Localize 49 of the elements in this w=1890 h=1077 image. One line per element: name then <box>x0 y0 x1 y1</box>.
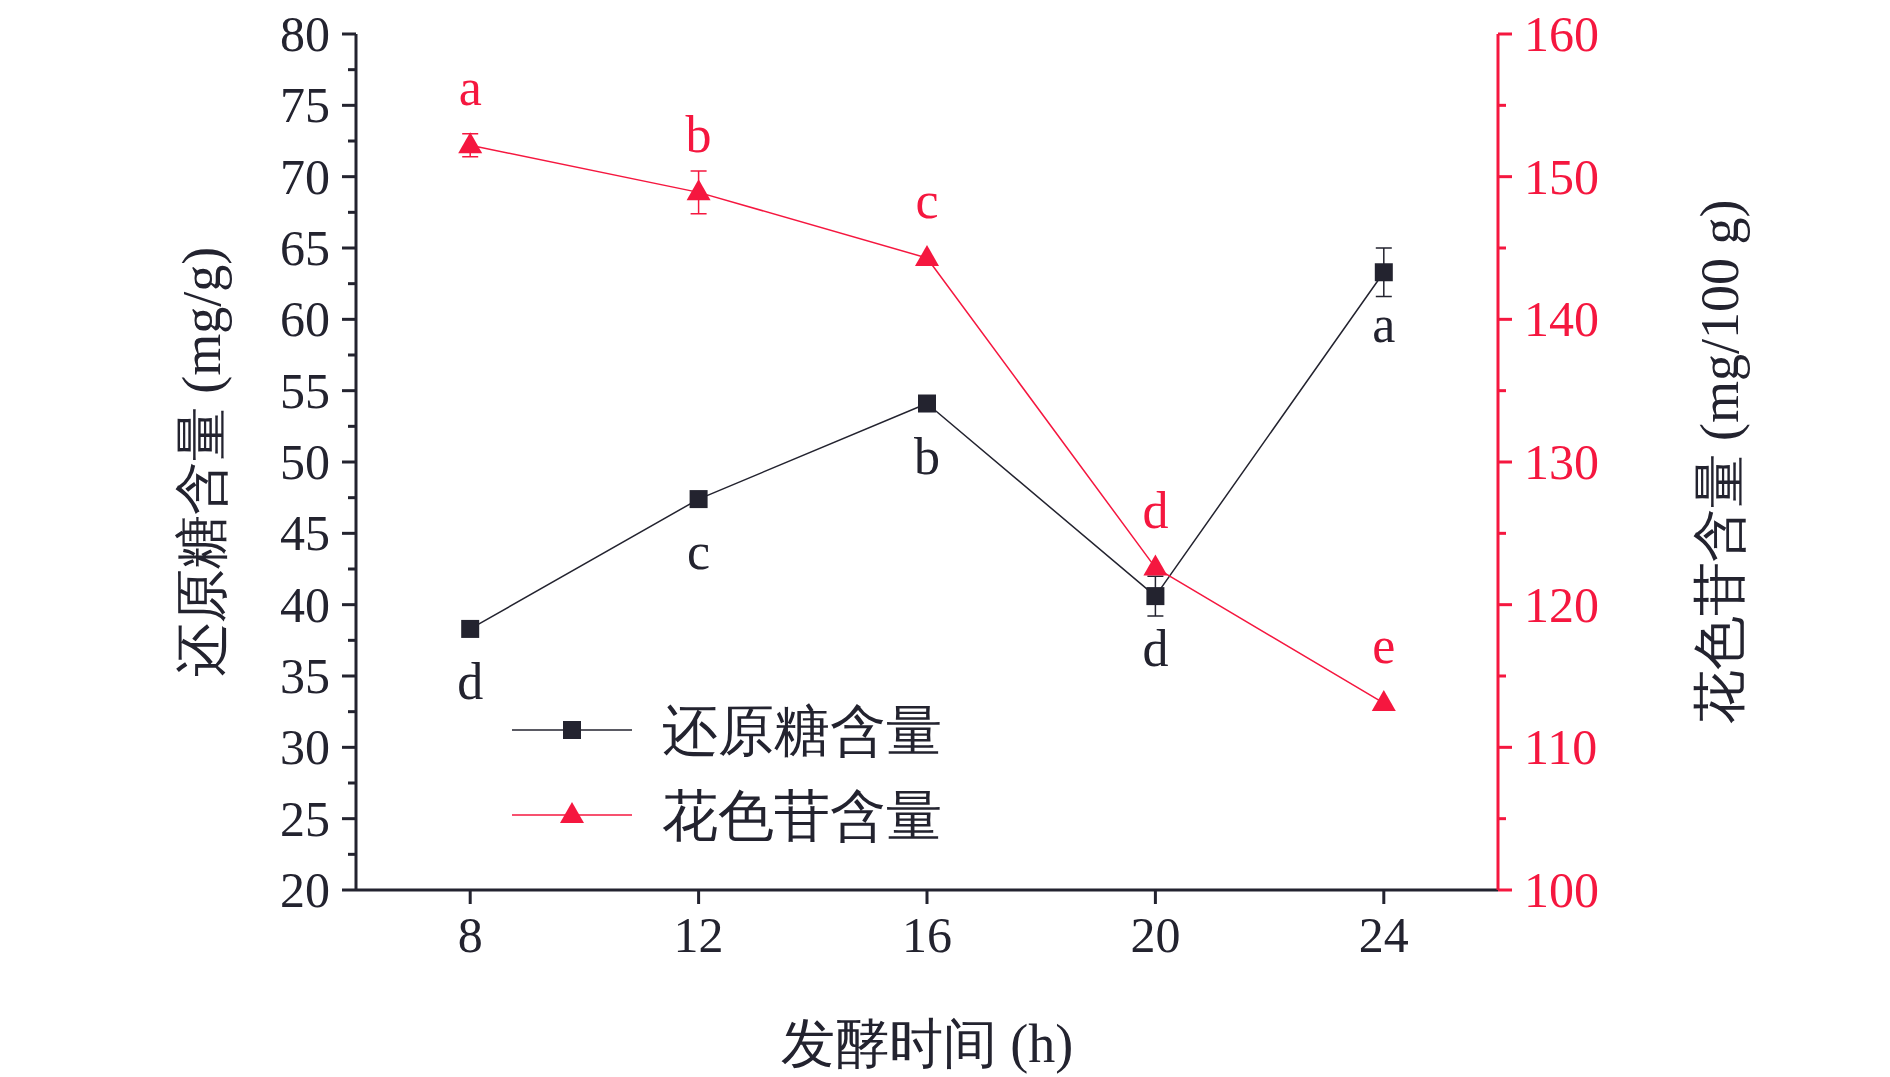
data-label: e <box>1372 617 1396 675</box>
legend-label: 花色苷含量 <box>662 785 942 847</box>
data-label: c <box>687 523 711 581</box>
point <box>689 490 708 509</box>
data-label: d <box>1142 481 1169 539</box>
x-tick-label: 16 <box>902 907 952 963</box>
legend-label: 还原糖含量 <box>662 700 942 762</box>
y-tick-label: 60 <box>280 291 330 348</box>
y2-tick-label: 100 <box>1524 862 1599 918</box>
point <box>915 244 939 266</box>
y2-tick-label: 150 <box>1524 148 1599 205</box>
y-tick-label: 50 <box>280 434 330 490</box>
data-label: c <box>915 171 939 229</box>
data-label: d <box>1142 620 1169 678</box>
x-tick-label: 12 <box>673 907 724 963</box>
y-tick-label: 45 <box>280 505 330 562</box>
x-tick-label: 20 <box>1130 907 1181 963</box>
data-label: a <box>1372 296 1396 354</box>
point <box>918 394 936 413</box>
y2-tick-label: 140 <box>1524 291 1599 348</box>
y2-axis-title: 花色苷含量 (mg/100 g) <box>1690 199 1750 725</box>
point <box>461 619 480 638</box>
y-tick-label: 35 <box>280 648 330 704</box>
y-tick-label: 20 <box>280 862 330 918</box>
y-tick-label: 80 <box>280 6 330 62</box>
data-label: a <box>458 59 482 117</box>
data-label: b <box>685 106 712 164</box>
y-tick-label: 55 <box>280 362 330 419</box>
point <box>1146 587 1165 606</box>
y2-tick-label: 120 <box>1524 576 1599 633</box>
y-tick-label: 40 <box>280 576 330 633</box>
y-tick-label: 25 <box>280 790 330 847</box>
x-tick-label: 24 <box>1358 907 1409 963</box>
data-label: d <box>457 652 484 710</box>
y-tick-label: 65 <box>280 220 330 276</box>
data-label: b <box>914 427 940 485</box>
y-tick-label: 75 <box>280 77 330 134</box>
y-axis-title: 还原糖含量 (mg/g) <box>172 246 232 678</box>
point <box>686 179 711 201</box>
y2-tick-label: 160 <box>1524 6 1599 62</box>
point <box>1143 554 1168 576</box>
point <box>1371 690 1396 712</box>
point <box>1374 263 1393 282</box>
y-tick-label: 70 <box>280 148 330 205</box>
y2-tick-label: 110 <box>1524 719 1598 776</box>
x-tick-label: 8 <box>457 907 483 963</box>
y-tick-label: 30 <box>280 719 330 776</box>
y2-tick-label: 130 <box>1524 434 1599 490</box>
x-axis-title: 发酵时间 (h) <box>780 1014 1074 1074</box>
